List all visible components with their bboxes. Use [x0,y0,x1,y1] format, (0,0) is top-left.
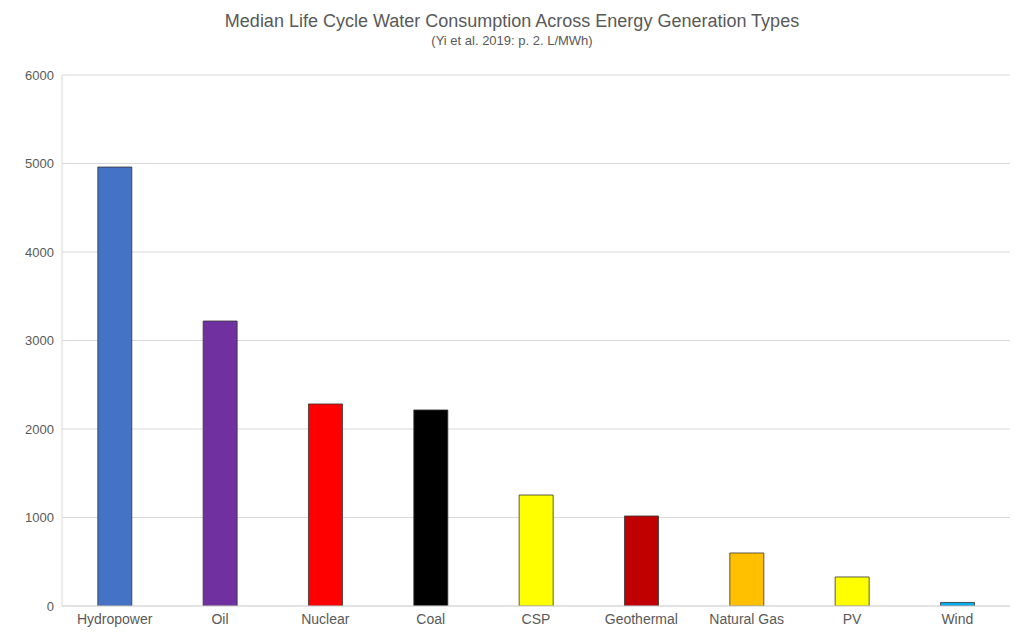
svg-text:Geothermal: Geothermal [605,611,678,627]
svg-text:Natural Gas: Natural Gas [709,611,784,627]
svg-text:Hydropower: Hydropower [77,611,153,627]
svg-text:2000: 2000 [25,422,54,437]
svg-text:Coal: Coal [416,611,445,627]
svg-text:5000: 5000 [25,156,54,171]
svg-text:1000: 1000 [25,510,54,525]
svg-text:CSP: CSP [522,611,551,627]
html-text:Median Life Cycle Water Consum: Median Life Cycle Water Consumption Acro… [224,11,800,31]
svg-text:3000: 3000 [25,333,54,348]
svg-text:0: 0 [47,599,54,614]
svg-text:Oil: Oil [211,611,228,627]
svg-text:Nuclear: Nuclear [301,611,350,627]
svg-text:6000: 6000 [25,68,54,83]
html-text:(Yi et al. 2019: p. 2. L/MWh): (Yi et al. 2019: p. 2. L/MWh) [431,33,593,48]
svg-text:Wind: Wind [941,611,973,627]
svg-text:4000: 4000 [25,245,54,260]
svg-text:PV: PV [843,611,862,627]
